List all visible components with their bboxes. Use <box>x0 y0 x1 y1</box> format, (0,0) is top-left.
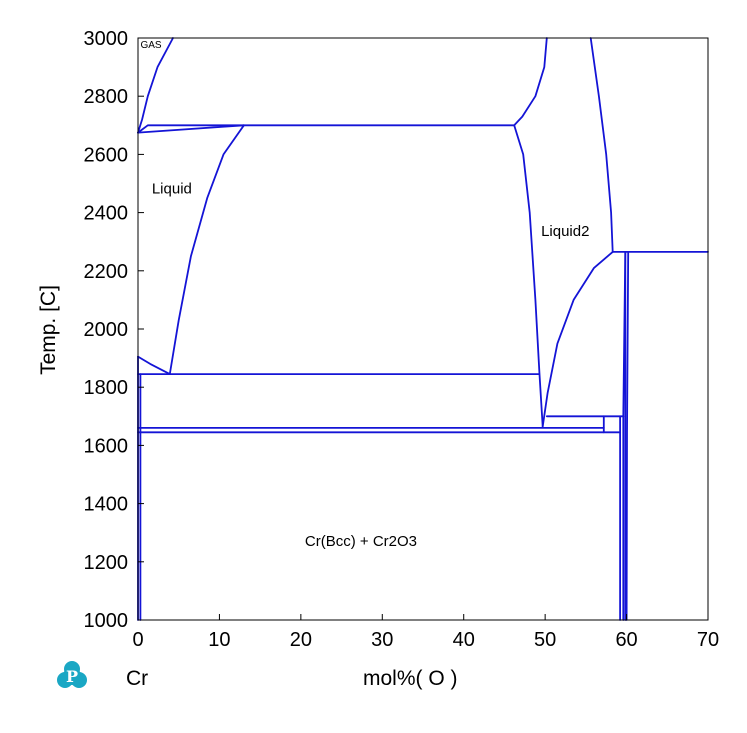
x-axis-title: mol%( O ) <box>363 667 458 690</box>
y-tick-label: 1400 <box>84 494 129 516</box>
y-tick-label: 1800 <box>84 377 129 399</box>
x-tick-label: 60 <box>615 629 637 651</box>
region-label: Cr(Bcc) + Cr2O3 <box>305 533 417 550</box>
x-tick-label: 30 <box>371 629 393 651</box>
y-tick-label: 1600 <box>84 435 129 457</box>
y-tick-label: 3000 <box>84 28 129 50</box>
phase-boundary-2 <box>137 124 245 134</box>
x-axis-ticks: 0 10 20 30 40 50 60 70 <box>132 614 719 651</box>
phase-boundary-12 <box>589 37 614 253</box>
x-tick-label: 40 <box>453 629 475 651</box>
phase-boundary-3 <box>168 124 245 375</box>
y-tick-label: 2800 <box>84 86 129 108</box>
y-axis-ticks: 1000 1200 1400 1600 1800 2000 2200 2400 2600 2800… <box>84 28 144 632</box>
x-tick-label: 0 <box>132 629 143 651</box>
phase-boundary-1 <box>137 37 174 134</box>
phase-boundary-0 <box>137 124 516 134</box>
x-tick-label: 50 <box>534 629 556 651</box>
y-tick-label: 2400 <box>84 203 129 225</box>
phase-boundary-13 <box>541 251 614 428</box>
y-tick-label: 2600 <box>84 144 129 166</box>
y-tick-label: 1000 <box>84 610 129 632</box>
phase-boundary-11 <box>513 37 548 127</box>
y-tick-label: 1200 <box>84 552 129 574</box>
phase-boundary-20 <box>625 251 630 621</box>
svg-text:P: P <box>66 667 78 686</box>
phase-boundary-10 <box>513 124 544 428</box>
phase-boundary-21 <box>622 251 627 418</box>
region-label: Liquid <box>152 181 192 198</box>
logo-icon: P <box>57 661 87 688</box>
x-tick-label: 20 <box>290 629 312 651</box>
x-tick-label: 10 <box>208 629 230 651</box>
phase-boundary-4 <box>137 355 171 375</box>
y-axis-title: Temp. [C] <box>37 285 60 375</box>
y-tick-label: 2200 <box>84 261 129 283</box>
x-tick-label: 70 <box>697 629 719 651</box>
region-label: Liquid2 <box>541 223 589 240</box>
element-label: Cr <box>126 667 148 690</box>
region-label: GAS <box>140 40 161 51</box>
region-labels: GAS Liquid Liquid2 Cr(Bcc) + Cr2O3 <box>140 40 589 550</box>
y-tick-label: 2000 <box>84 319 129 341</box>
